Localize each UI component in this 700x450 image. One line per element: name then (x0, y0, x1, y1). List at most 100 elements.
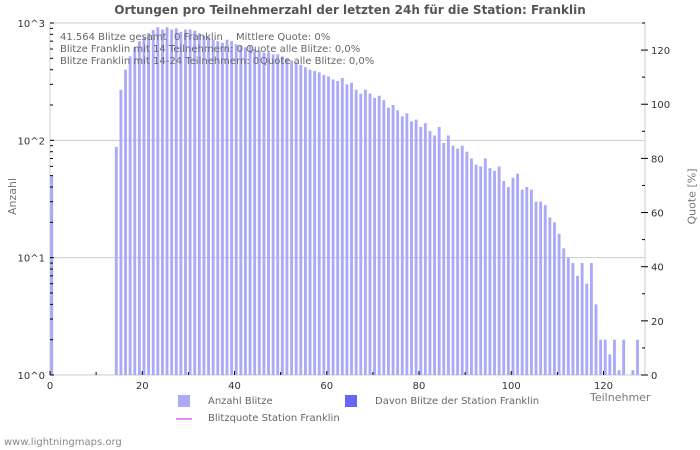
bar (396, 110, 400, 376)
bar (267, 52, 270, 376)
legend-quote: Blitzquote Station Franklin (176, 413, 340, 424)
bar (373, 97, 377, 376)
bar (520, 189, 524, 375)
bar (156, 27, 160, 375)
y2-tick-label: 60 (651, 209, 664, 220)
y2-axis-title: Quote [%] (685, 168, 699, 225)
bar (317, 72, 321, 375)
bar (585, 283, 589, 375)
y2-tick-label: 20 (651, 317, 664, 328)
bar (244, 47, 247, 375)
info-franklin-count: 0 Franklin (174, 32, 223, 43)
bar (336, 81, 340, 375)
bar (488, 168, 492, 375)
bar (280, 56, 284, 376)
bar (493, 170, 496, 375)
bar (124, 69, 127, 376)
bar (543, 205, 547, 375)
bar (345, 84, 349, 375)
bar (216, 41, 220, 375)
bar (197, 33, 201, 375)
bar (285, 58, 289, 375)
bar (350, 82, 353, 375)
bar (202, 35, 206, 376)
bar (465, 151, 469, 375)
bar (230, 41, 234, 375)
bar (308, 69, 312, 376)
bar (479, 166, 483, 375)
bar (483, 158, 487, 375)
x-tick-label: 20 (136, 381, 149, 392)
legend-swatch-davon (345, 395, 357, 407)
y2-tick-label: 120 (651, 46, 670, 57)
y2-tick-label: 100 (651, 100, 670, 111)
info-mean-quote: Mittlere Quote: 0% (236, 32, 331, 43)
bar (534, 201, 538, 375)
bar (294, 62, 298, 375)
bar (382, 100, 386, 376)
y-axis-title: Anzahl (6, 177, 20, 216)
x-tick-label: 40 (228, 381, 241, 392)
bar (165, 27, 169, 375)
bar (179, 31, 183, 376)
bar (410, 121, 413, 375)
bar (470, 158, 473, 375)
bar (220, 42, 224, 376)
bar (151, 30, 155, 376)
bar (114, 146, 118, 375)
bar (497, 166, 501, 375)
bar (253, 49, 257, 376)
x-axis-title: Teilnehmer (590, 391, 651, 404)
bar (359, 93, 363, 375)
bar (327, 76, 330, 375)
bar (608, 354, 612, 375)
bar (636, 339, 639, 375)
bar (119, 89, 123, 376)
bar (133, 47, 137, 375)
bar (377, 95, 381, 376)
y-tick-label: 10^1 (18, 254, 45, 265)
bar (506, 187, 510, 375)
legend-anzahl: Anzahl Blitze (178, 395, 273, 407)
bar (271, 54, 275, 375)
bar (262, 52, 266, 376)
bar (137, 41, 141, 375)
bar (160, 29, 164, 375)
bar (511, 177, 515, 375)
info-franklin-14: Blitze Franklin mit 14 Teilnehmern: 0 (60, 44, 243, 55)
x-tick-label: 120 (594, 381, 613, 392)
bar (239, 45, 243, 376)
y2-tick-label: 0 (651, 371, 657, 382)
bar (184, 29, 187, 375)
bar (525, 187, 529, 375)
bar (257, 50, 261, 375)
bar (446, 135, 450, 375)
y-tick-label: 10^3 (18, 19, 45, 30)
bar (128, 56, 132, 376)
bar (174, 28, 178, 376)
bar (147, 33, 151, 375)
x-tick-label: 100 (502, 381, 521, 392)
bar (322, 75, 326, 375)
bar (502, 181, 506, 375)
bar (562, 248, 566, 375)
bar (442, 142, 446, 375)
bar (631, 370, 635, 375)
bar (368, 93, 372, 375)
bar (290, 60, 294, 375)
bar (594, 304, 598, 375)
bar (188, 29, 192, 375)
bar (354, 89, 358, 376)
info-quote-14: Quote alle Blitze: 0,0% (246, 44, 361, 55)
legend-label-davon: Davon Blitze der Station Franklin (375, 395, 540, 407)
bar (433, 135, 436, 375)
bar (553, 222, 556, 375)
bar (548, 217, 552, 375)
y-tick-label: 10^2 (18, 136, 45, 147)
bar (603, 339, 607, 375)
x-tick-label: 80 (413, 381, 426, 392)
bar (340, 77, 344, 375)
bar (405, 113, 409, 375)
info-franklin-14-24: Blitze Franklin mit 14-24 Teilnehmern: 0 (60, 56, 260, 67)
